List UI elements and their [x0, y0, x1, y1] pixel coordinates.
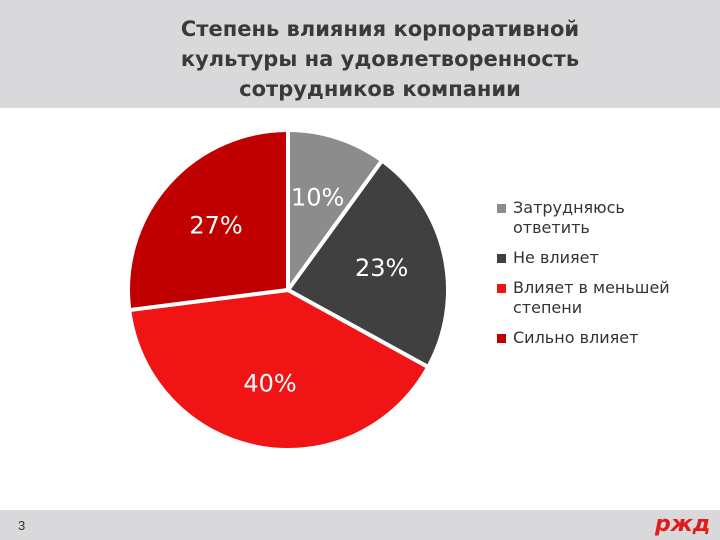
legend-item: Затрудняюсь ответить: [497, 198, 691, 238]
legend-item: Влияет в меньшей степени: [497, 278, 691, 318]
pie-slice: [126, 127, 290, 313]
page-number: 3: [18, 518, 26, 533]
legend-swatch: [497, 284, 506, 293]
data-label: 40%: [243, 369, 296, 397]
legend-label: Сильно влияет: [513, 328, 639, 347]
legend-label: Влияет в меньшей степени: [513, 278, 670, 317]
legend-item: Сильно влияет: [497, 328, 691, 348]
pie-slice: [285, 157, 450, 370]
legend-swatch: [497, 204, 506, 213]
footer-band: [0, 510, 720, 540]
pie-slice: [127, 287, 431, 452]
data-label: 10%: [291, 184, 344, 212]
legend-label: Не влияет: [513, 248, 599, 267]
legend-item: Не влияет: [497, 248, 691, 268]
legend-label: Затрудняюсь ответить: [513, 198, 625, 237]
header-band: [0, 0, 720, 108]
legend: Затрудняюсь ответить Не влияет Влияет в ме…: [497, 198, 697, 358]
pie-slice: [286, 127, 385, 297]
legend-swatch: [497, 334, 506, 343]
legend-swatch: [497, 254, 506, 263]
data-label: 23%: [355, 254, 408, 282]
logo: ржд: [655, 512, 711, 537]
chart-title: Степень влияния корпоративной культуры н…: [180, 17, 580, 101]
data-label: 27%: [189, 212, 242, 240]
